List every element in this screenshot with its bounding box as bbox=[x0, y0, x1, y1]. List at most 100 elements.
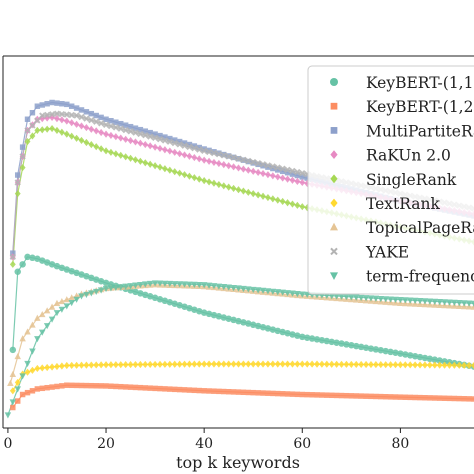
data-point-1-70 bbox=[353, 393, 359, 399]
data-point-8-17 bbox=[88, 290, 95, 297]
legend-marker-6 bbox=[330, 222, 338, 231]
data-point-3-23 bbox=[122, 135, 129, 143]
data-point-4-32 bbox=[166, 166, 173, 174]
data-point-5-75 bbox=[377, 361, 384, 369]
data-point-1-46 bbox=[235, 389, 242, 395]
data-point-5-0 bbox=[9, 387, 16, 395]
data-point-5-29 bbox=[152, 360, 159, 368]
data-point-1-29 bbox=[152, 385, 158, 392]
data-point-5-92 bbox=[461, 361, 468, 369]
data-point-2-15 bbox=[83, 109, 90, 115]
data-point-8-56 bbox=[279, 289, 286, 296]
data-point-0-85 bbox=[426, 355, 434, 363]
data-point-0-77 bbox=[387, 348, 394, 356]
data-point-1-79 bbox=[397, 394, 404, 400]
data-point-5-4 bbox=[29, 366, 36, 374]
data-point-0-62 bbox=[313, 336, 321, 343]
series-markers-5 bbox=[9, 360, 474, 395]
data-point-7-20 bbox=[107, 122, 115, 130]
data-point-1-86 bbox=[432, 395, 438, 401]
data-point-4-35 bbox=[181, 171, 188, 179]
data-point-0-41 bbox=[210, 311, 218, 319]
data-point-4-33 bbox=[171, 168, 178, 176]
data-point-5-49 bbox=[250, 360, 257, 368]
data-point-8-59 bbox=[294, 291, 301, 298]
data-point-7-12 bbox=[68, 111, 75, 119]
data-point-0-37 bbox=[191, 306, 198, 313]
data-point-8-16 bbox=[83, 291, 90, 299]
data-point-4-17 bbox=[93, 143, 100, 151]
data-point-8-30 bbox=[151, 280, 159, 287]
legend-marker-5 bbox=[330, 198, 338, 208]
data-point-5-56 bbox=[284, 360, 291, 368]
data-point-7-31 bbox=[161, 137, 169, 144]
data-point-7-14 bbox=[78, 113, 85, 121]
data-point-0-46 bbox=[235, 317, 242, 325]
data-point-3-19 bbox=[103, 130, 109, 138]
data-point-1-45 bbox=[230, 389, 237, 395]
data-point-7-54 bbox=[274, 164, 281, 171]
data-point-1-94 bbox=[471, 396, 474, 402]
data-point-3-46 bbox=[235, 164, 242, 172]
data-point-3-12 bbox=[68, 119, 75, 127]
data-point-0-39 bbox=[200, 309, 208, 316]
data-point-8-0 bbox=[4, 412, 12, 419]
data-point-4-1 bbox=[14, 190, 21, 198]
data-point-2-18 bbox=[98, 114, 104, 121]
data-point-8-58 bbox=[289, 290, 296, 297]
data-point-4-38 bbox=[196, 175, 203, 183]
data-point-1-0 bbox=[10, 404, 16, 411]
data-point-8-55 bbox=[274, 289, 281, 296]
data-point-5-51 bbox=[260, 360, 266, 368]
data-point-0-14 bbox=[78, 271, 85, 278]
data-point-7-24 bbox=[127, 128, 134, 135]
data-point-3-43 bbox=[220, 161, 227, 169]
data-point-5-48 bbox=[245, 360, 252, 368]
data-point-6-13 bbox=[68, 294, 75, 301]
data-point-1-87 bbox=[436, 395, 443, 401]
data-point-5-10 bbox=[58, 362, 65, 370]
data-point-0-40 bbox=[205, 310, 213, 318]
data-point-8-71 bbox=[353, 294, 360, 301]
legend-label-2: MultiPartiteRa bbox=[366, 122, 474, 140]
data-point-1-14 bbox=[78, 382, 85, 389]
data-point-3-55 bbox=[279, 174, 286, 182]
data-point-1-56 bbox=[284, 391, 291, 397]
data-point-7-18 bbox=[97, 120, 105, 127]
data-point-8-54 bbox=[269, 288, 277, 295]
data-point-2-35 bbox=[181, 140, 188, 146]
data-point-4-7 bbox=[44, 125, 51, 133]
data-point-7-38 bbox=[196, 146, 203, 153]
data-point-4-18 bbox=[98, 145, 105, 153]
data-point-7-25 bbox=[132, 129, 139, 136]
data-point-5-65 bbox=[328, 360, 335, 368]
data-point-8-19 bbox=[97, 287, 105, 294]
data-point-8-2 bbox=[14, 386, 21, 393]
data-point-2-21 bbox=[113, 119, 119, 125]
legend-label-1: KeyBERT-(1,2 bbox=[366, 98, 473, 116]
data-point-0-30 bbox=[156, 296, 164, 303]
data-point-5-87 bbox=[436, 361, 443, 369]
data-point-3-8 bbox=[49, 113, 55, 121]
data-point-0-2 bbox=[19, 261, 26, 268]
data-point-6-11 bbox=[58, 297, 66, 305]
data-point-1-55 bbox=[279, 391, 286, 397]
data-point-8-47 bbox=[235, 285, 242, 292]
data-point-8-95 bbox=[470, 300, 474, 307]
data-point-8-72 bbox=[357, 294, 365, 302]
data-point-1-73 bbox=[368, 393, 374, 400]
data-point-4-8 bbox=[49, 124, 55, 133]
data-point-0-61 bbox=[308, 335, 316, 342]
data-point-2-26 bbox=[137, 126, 144, 133]
data-point-4-37 bbox=[191, 174, 198, 182]
data-point-4-0 bbox=[9, 260, 16, 268]
data-point-7-9 bbox=[53, 110, 61, 117]
data-point-1-62 bbox=[314, 392, 320, 398]
data-point-1-38 bbox=[196, 387, 202, 394]
data-point-0-42 bbox=[215, 313, 223, 320]
data-point-4-46 bbox=[235, 186, 242, 194]
data-point-4-12 bbox=[68, 132, 75, 140]
data-point-0-57 bbox=[289, 331, 296, 338]
data-point-7-35 bbox=[181, 142, 188, 149]
